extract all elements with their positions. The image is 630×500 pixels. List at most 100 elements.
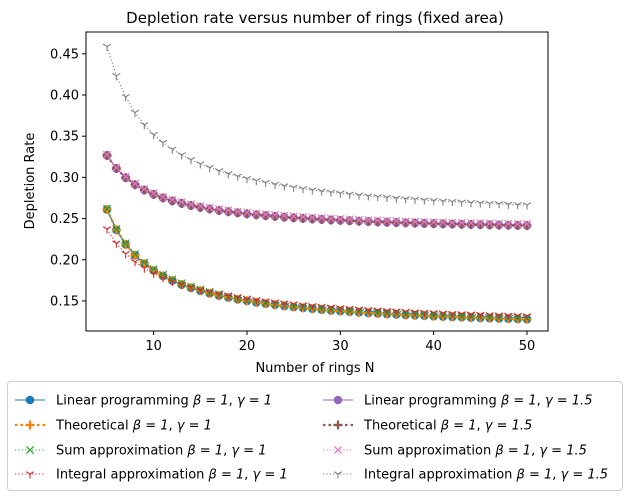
legend-marker: [333, 420, 343, 430]
data-point: [345, 215, 354, 224]
data-point: [364, 193, 373, 201]
data-point: [466, 218, 476, 228]
series-line: [106, 46, 528, 206]
data-point: [476, 200, 485, 208]
data-point: [242, 209, 252, 219]
data-point: [522, 221, 532, 231]
series-line: [106, 154, 528, 225]
data-point: [513, 219, 522, 228]
data-point: [485, 200, 494, 208]
data-point: [121, 93, 130, 102]
legend-label: Theoretical β = 1, γ = 1: [55, 419, 212, 434]
data-point: [112, 240, 121, 248]
data-point: [242, 208, 252, 217]
data-point: [121, 172, 130, 181]
data-point: [214, 168, 224, 176]
data-point: [242, 175, 252, 184]
data-point: [438, 218, 448, 227]
data-point: [401, 217, 410, 226]
data-point: [252, 209, 261, 218]
x-tick-label: 30: [332, 339, 349, 354]
data-point: [130, 109, 140, 117]
data-point: [298, 213, 308, 223]
data-point: [233, 207, 242, 216]
data-point: [475, 220, 485, 230]
data-point: [485, 219, 494, 228]
x-tick-label: 40: [425, 339, 442, 354]
legend-marker: [25, 445, 35, 455]
data-point: [261, 179, 270, 188]
data-point: [466, 199, 476, 208]
legend-marker: [25, 471, 35, 479]
data-point: [457, 199, 466, 207]
data-point: [513, 220, 523, 230]
data-point: [364, 306, 373, 315]
data-point: [140, 258, 149, 267]
data-point: [158, 139, 168, 148]
data-point: [485, 220, 495, 230]
data-point: [280, 183, 289, 191]
series-7: [102, 150, 532, 229]
data-point: [308, 213, 317, 222]
data-point: [410, 218, 420, 228]
data-point: [289, 184, 298, 192]
data-point: [233, 208, 243, 218]
data-point: [354, 216, 364, 226]
y-axis: 0.15 0.20 0.25 0.30 0.35 0.40 0.45: [50, 47, 86, 309]
legend: Linear programming β = 1, γ = 1 Theoretic…: [7, 381, 623, 491]
data-point: [130, 250, 140, 259]
data-point: [466, 219, 476, 229]
data-point: [429, 197, 438, 206]
data-point: [513, 201, 522, 210]
data-point: [317, 303, 326, 311]
legend-marker: [333, 395, 343, 405]
data-point: [270, 181, 280, 189]
legend-entry-6: Theoretical β = 1, γ = 1.5: [323, 419, 532, 434]
legend-label: Theoretical β = 1, γ = 1.5: [363, 419, 532, 434]
data-point: [139, 259, 149, 269]
x-axis-label: Number of rings N: [255, 361, 374, 376]
data-point: [121, 250, 130, 259]
data-point: [102, 43, 112, 51]
data-point: [345, 216, 355, 226]
legend-entry-1: Linear programming β = 1, γ = 1: [15, 394, 272, 409]
y-tick-label: 0.25: [50, 212, 79, 227]
data-point: [420, 309, 429, 317]
data-point: [438, 310, 448, 318]
data-point: [224, 292, 233, 301]
x-tick-label: 10: [145, 339, 162, 354]
data-point: [326, 215, 336, 225]
data-point: [195, 202, 205, 212]
data-point: [205, 289, 214, 297]
data-point: [102, 150, 112, 159]
legend-entry-3: Sum approximation β = 1, γ = 1: [15, 444, 266, 459]
series-line: [106, 154, 528, 227]
data-point: [382, 217, 392, 227]
data-point: [177, 279, 186, 288]
data-point: [429, 219, 439, 229]
data-point: [308, 187, 317, 195]
data-point: [102, 226, 112, 234]
data-point: [392, 195, 401, 203]
data-point: [186, 284, 196, 292]
data-point: [168, 278, 177, 286]
data-point: [373, 193, 382, 202]
data-point: [149, 270, 158, 278]
data-point: [522, 313, 532, 321]
data-point: [373, 216, 382, 225]
data-point: [186, 282, 196, 291]
data-point: [401, 308, 410, 317]
plot-area: [102, 43, 532, 324]
data-point: [466, 311, 476, 319]
data-point: [205, 203, 214, 212]
data-point: [429, 218, 438, 227]
data-point: [429, 310, 438, 318]
data-point: [158, 270, 168, 279]
data-point: [177, 281, 186, 290]
data-point: [112, 73, 121, 81]
data-point: [382, 216, 392, 225]
legend-entry-5: Linear programming β = 1, γ = 1.5: [323, 394, 592, 409]
data-point: [168, 146, 177, 154]
data-point: [279, 212, 289, 222]
